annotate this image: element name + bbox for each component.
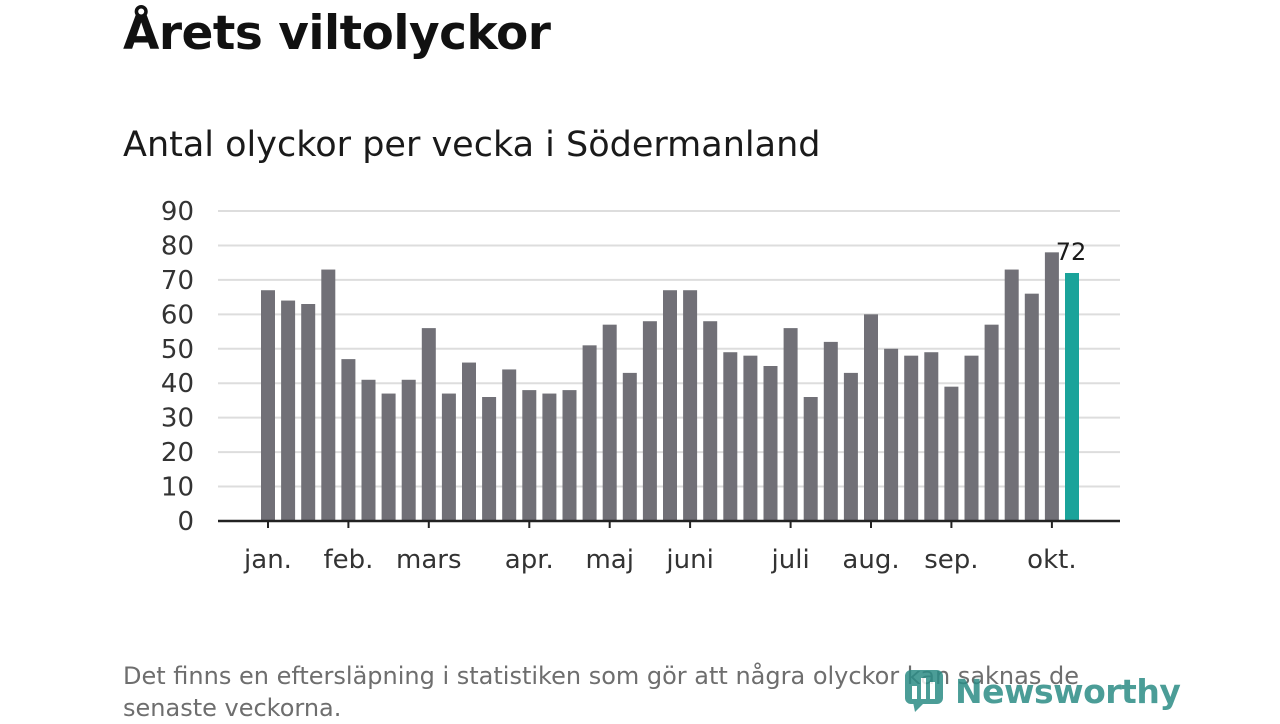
x-tick-label: juni — [665, 545, 713, 575]
bar — [261, 290, 275, 521]
y-tick-label: 50 — [161, 335, 194, 365]
bar — [944, 386, 959, 521]
y-tick-label: 70 — [161, 266, 194, 296]
x-tick-label: aug. — [842, 545, 899, 575]
bar — [522, 390, 537, 521]
bar — [884, 348, 899, 521]
x-tick-label: feb. — [323, 545, 373, 575]
bar — [1024, 293, 1039, 521]
bar — [683, 290, 698, 521]
data-labels: 72 — [1056, 238, 1087, 266]
bar — [843, 372, 858, 521]
y-tick-label: 0 — [177, 507, 194, 537]
bar — [341, 359, 356, 521]
y-tick-label: 90 — [161, 197, 194, 227]
y-tick-label: 10 — [161, 473, 194, 503]
y-axis-ticks: 0 10 20 30 40 50 60 70 80 90 — [161, 197, 194, 537]
bar-highlight — [1065, 273, 1079, 521]
y-tick-label: 40 — [161, 369, 194, 399]
bar — [281, 300, 296, 521]
x-tick-label: okt. — [1027, 545, 1076, 575]
y-tick-label: 80 — [161, 231, 194, 261]
bar — [482, 397, 497, 521]
bar — [904, 355, 919, 521]
bar — [321, 269, 336, 521]
newsworthy-logo-icon — [905, 670, 943, 712]
bar — [924, 352, 939, 521]
x-tick-label: sep. — [924, 545, 978, 575]
bar — [984, 324, 999, 521]
x-axis-ticks: jan. feb. mars apr. maj juni juli aug. sep. okt. — [243, 521, 1077, 575]
brand-logo: Newsworthy — [903, 668, 1181, 714]
bar — [602, 324, 617, 521]
bar — [582, 345, 597, 521]
bar — [462, 362, 476, 521]
bar — [864, 314, 878, 521]
bar — [441, 393, 456, 521]
bars — [261, 252, 1079, 522]
bar — [803, 397, 818, 521]
x-tick-label: apr. — [505, 545, 554, 575]
chart-subtitle: Antal olyckor per vecka i Södermanland — [123, 125, 821, 165]
bar — [642, 321, 657, 521]
bar — [964, 355, 979, 521]
bar — [381, 393, 396, 521]
bar — [823, 341, 838, 521]
bar — [301, 304, 316, 521]
y-tick-label: 30 — [161, 404, 194, 434]
y-tick-label: 60 — [161, 300, 194, 330]
bar — [763, 366, 778, 521]
page-title: Årets viltolyckor — [123, 6, 551, 61]
bar — [361, 379, 376, 521]
x-tick-label: maj — [585, 545, 633, 575]
highlight-data-label: 72 — [1056, 238, 1087, 266]
brand-name: Newsworthy — [955, 671, 1181, 711]
bar — [401, 379, 416, 521]
bar — [1004, 269, 1019, 521]
x-tick-label: mars — [396, 545, 462, 575]
bar — [703, 321, 718, 521]
bar — [502, 369, 517, 521]
bar — [663, 290, 677, 521]
bar — [542, 393, 557, 521]
y-tick-label: 20 — [161, 438, 194, 468]
bar — [783, 328, 798, 521]
bar — [723, 352, 738, 521]
x-tick-label: juli — [771, 545, 810, 575]
bar — [622, 372, 637, 521]
bar — [1044, 252, 1059, 522]
bar — [421, 328, 436, 521]
bar — [562, 390, 577, 521]
x-tick-label: jan. — [243, 545, 292, 575]
bar — [743, 355, 758, 521]
